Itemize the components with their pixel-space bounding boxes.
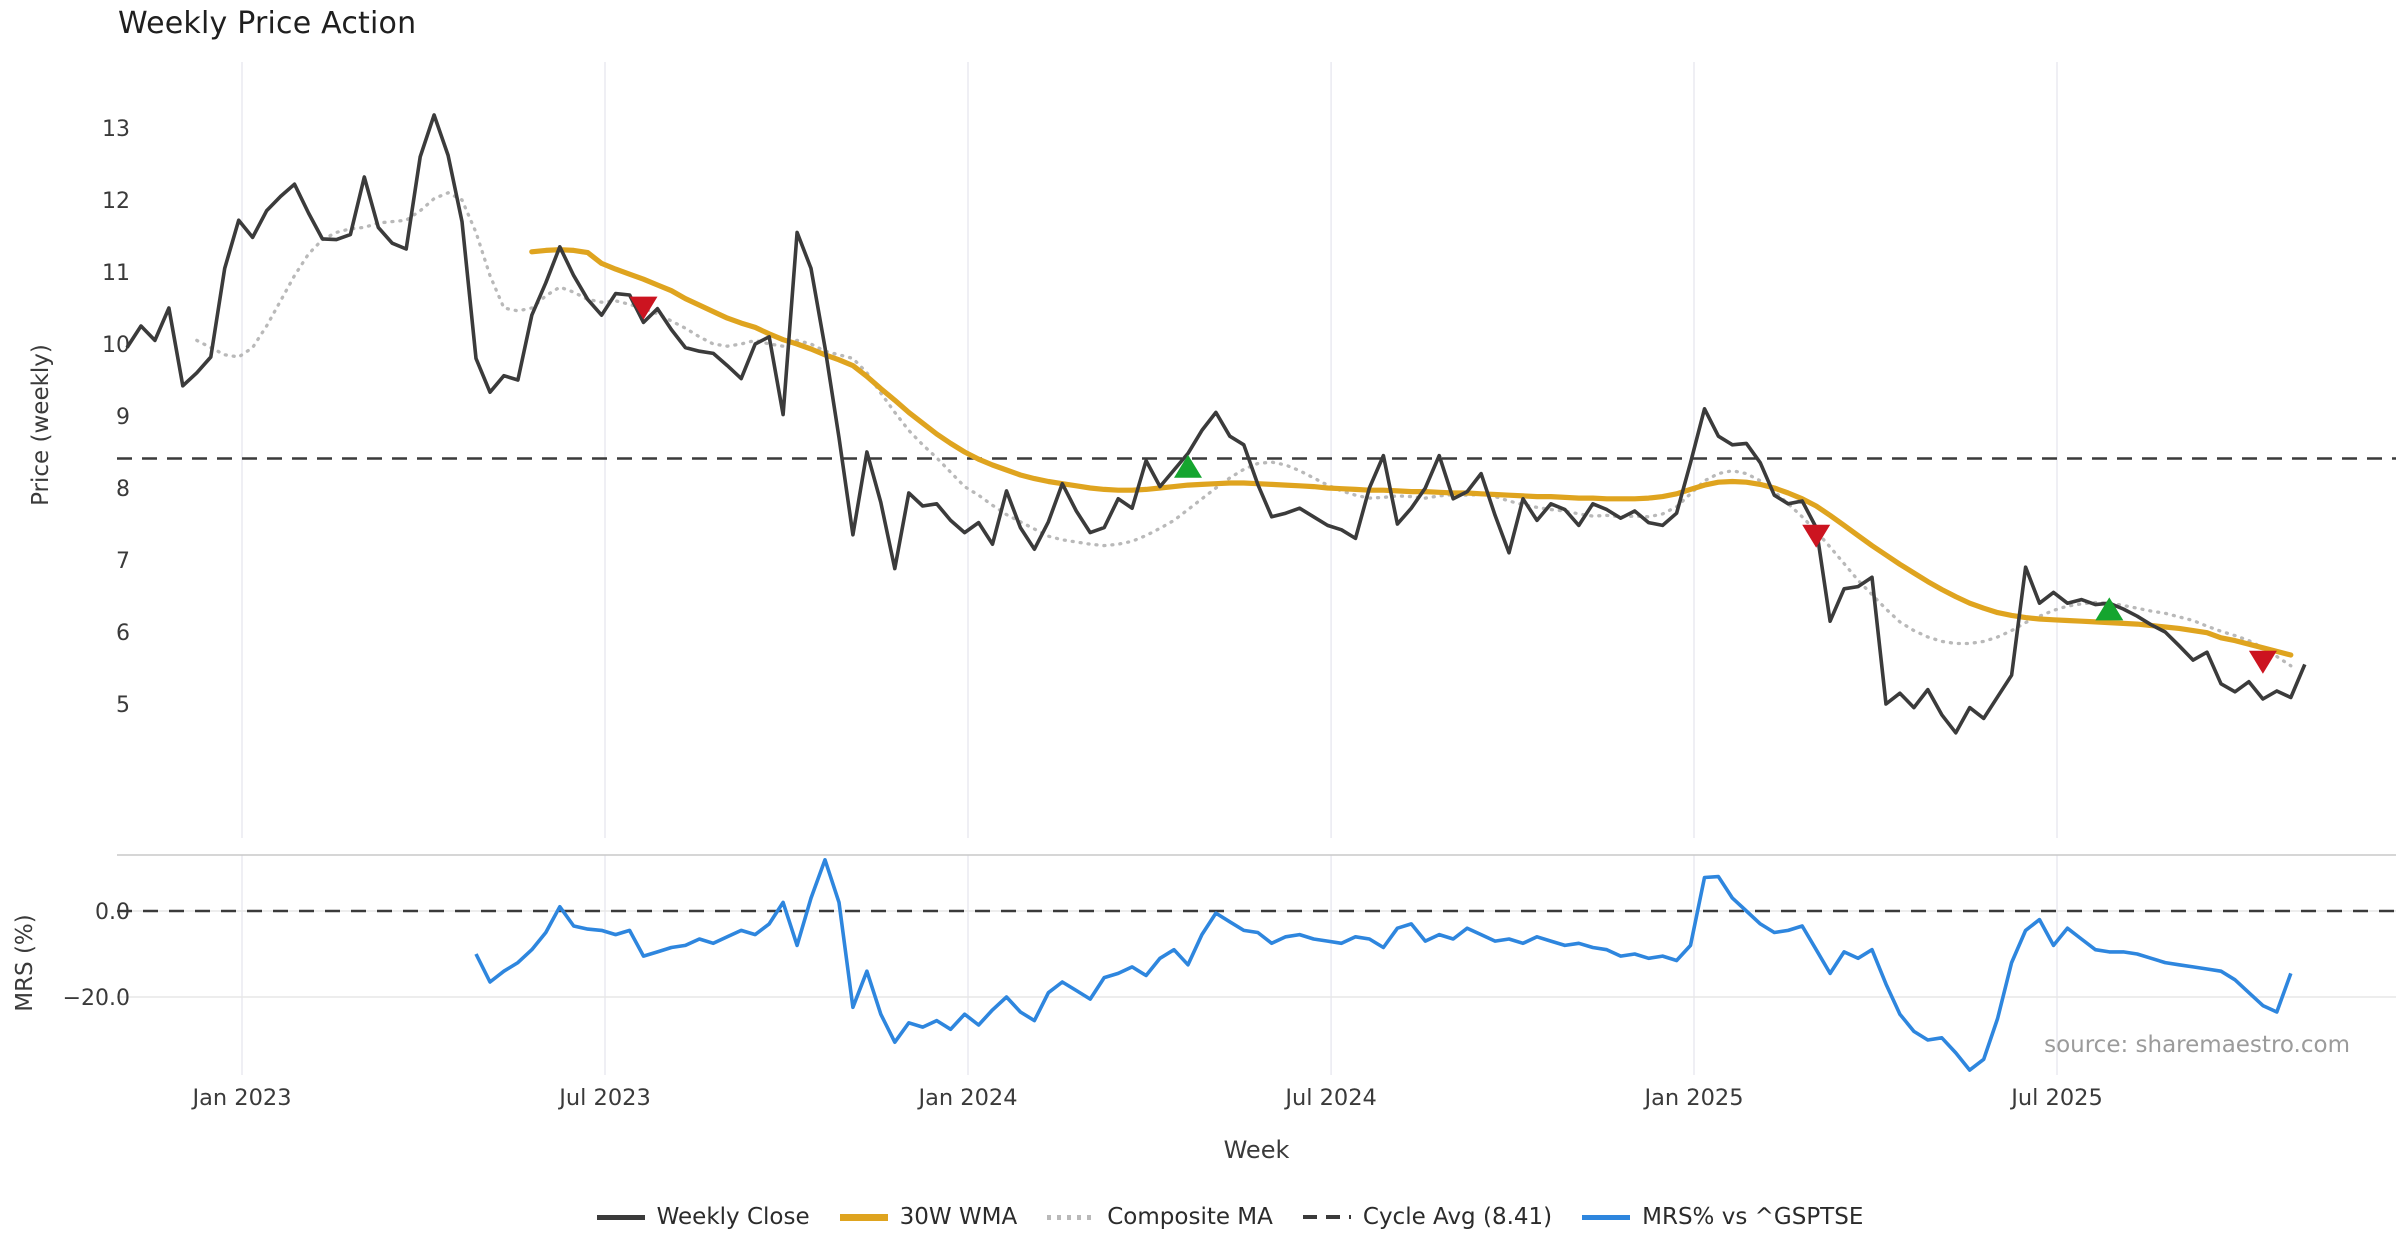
price-tick-label: 7 — [116, 549, 130, 574]
x-tick-label: Jan 2023 — [190, 1085, 291, 1111]
x-tick-label: Jan 2025 — [1642, 1085, 1743, 1111]
legend-item-cycle-avg-8-41-: Cycle Avg (8.41) — [1302, 1204, 1553, 1230]
buy-signal-icon — [1174, 454, 1202, 478]
wma30-line — [529, 247, 2294, 658]
mrs-tick-label: 0.0 — [95, 900, 130, 925]
x-axis-label: Week — [1223, 1136, 1290, 1164]
legend-item-composite-ma: Composite MA — [1047, 1204, 1273, 1230]
x-tick-label: Jul 2024 — [1283, 1085, 1377, 1111]
x-tick-label: Jul 2025 — [2009, 1085, 2103, 1111]
legend-swatch — [839, 1213, 888, 1221]
legend-item-30w-wma: 30W WMA — [839, 1204, 1018, 1230]
legend-item-mrs-vs-gsptse: MRS% vs ^GSPTSE — [1582, 1204, 1863, 1230]
sell-signal-icon — [1802, 524, 1831, 548]
legend-item-weekly-close: Weekly Close — [596, 1204, 810, 1230]
x-tick-label: Jan 2024 — [916, 1085, 1017, 1111]
mrs-axis-label: MRS (%) — [12, 914, 38, 1012]
price-tick-label: 5 — [116, 693, 130, 718]
legend-label: Weekly Close — [656, 1204, 810, 1230]
price-tick-label: 13 — [102, 117, 130, 142]
price-axis-label: Price (weekly) — [28, 344, 54, 506]
price-tick-label: 9 — [116, 405, 130, 430]
legend-swatch — [1302, 1215, 1351, 1219]
legend-label: MRS% vs ^GSPTSE — [1642, 1204, 1864, 1230]
composite-ma-line — [195, 190, 2293, 668]
weekly-close-line — [125, 113, 2307, 735]
sell-signal-icon — [629, 296, 658, 320]
legend-swatch — [596, 1214, 645, 1220]
x-tick-label: Jul 2023 — [557, 1085, 651, 1111]
chart-title: Weekly Price Action — [118, 6, 417, 41]
legend: Weekly Close 30W WMA Composite MA Cycle Avg… — [60, 1204, 2400, 1230]
price-tick-label: 6 — [116, 621, 130, 646]
price-tick-label: 11 — [102, 261, 130, 286]
price-tick-label: 8 — [116, 477, 130, 502]
source-note: source: sharemaestro.com — [2044, 1032, 2350, 1058]
legend-swatch — [1047, 1214, 1096, 1220]
mrs-tick-label: −20.0 — [63, 986, 130, 1011]
mrs-line — [474, 858, 2293, 1072]
legend-label: 30W WMA — [899, 1204, 1018, 1230]
price-tick-label: 12 — [102, 189, 130, 214]
price-tick-label: 10 — [102, 333, 130, 358]
legend-label: Composite MA — [1107, 1204, 1273, 1230]
legend-label: Cycle Avg (8.41) — [1362, 1204, 1553, 1230]
sell-signal-icon — [2248, 650, 2277, 674]
buy-signal-icon — [2095, 597, 2124, 621]
legend-swatch — [1582, 1214, 1631, 1220]
